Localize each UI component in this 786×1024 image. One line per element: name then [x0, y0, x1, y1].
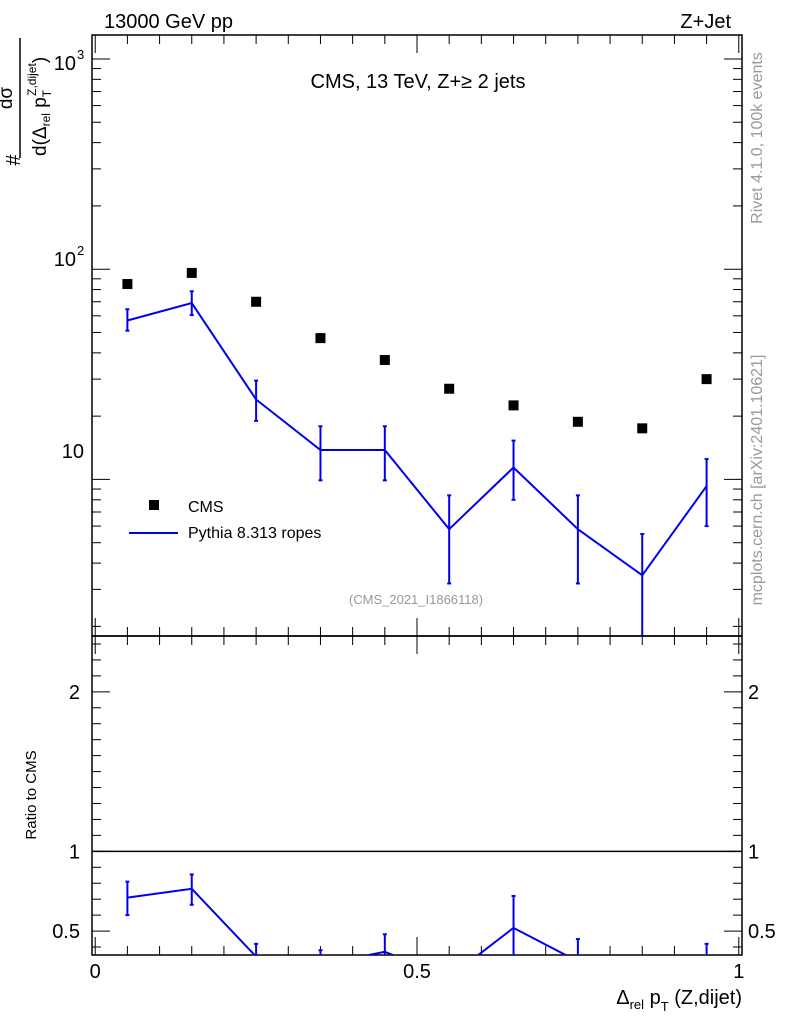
xlabel-sub: rel	[630, 997, 645, 1012]
legend: CMS Pythia 8.313 ropes	[129, 499, 321, 542]
header-left: 13000 GeV pp	[104, 11, 233, 33]
main-frame	[91, 34, 743, 637]
cms-data-point	[508, 400, 519, 411]
ylabel-den-pre: d(Δ	[30, 126, 51, 156]
ratio-plot-area	[92, 850, 742, 955]
ratio-ytick-label-left: 2	[69, 682, 80, 704]
ylabel-den-sub2: T	[40, 89, 54, 97]
xlabel-p: p	[644, 987, 661, 1009]
ratio-ytick-label-left: 1	[69, 841, 80, 863]
header-right: Z+Jet	[680, 11, 731, 33]
ylabel-den-post: )	[30, 57, 51, 63]
ratio-ytick-label-left: 0.5	[52, 921, 80, 943]
xlabel-rest: (Z,dijet)	[669, 987, 742, 1009]
ratio-ytick-label-right: 0.5	[748, 921, 776, 943]
main-plot-area	[122, 267, 712, 636]
ratio-mc-line	[127, 887, 568, 955]
rivet-label: Rivet 4.1.0, 100k events	[749, 52, 766, 224]
ylabel-den-mid: p	[30, 97, 51, 113]
xtick-label: 0.5	[403, 961, 431, 983]
ylabel-denominator: d(Δrel pTZ,dijet)	[25, 57, 54, 156]
ytick-100-exp: 2	[77, 243, 84, 258]
mcplots-label: mcplots.cern.ch [arXiv:2401.10621]	[749, 355, 766, 606]
ratio-ytick-label-right: 2	[748, 682, 759, 704]
main-ytick-label-10: 10	[62, 441, 84, 463]
ratio-ylabel: Ratio to CMS	[23, 750, 40, 839]
legend-mc-label: Pythia 8.313 ropes	[188, 525, 321, 542]
xlabel-delta: Δ	[616, 987, 629, 1009]
main-ytick-label-100: 10 2	[54, 243, 84, 271]
legend-cms-marker	[149, 500, 159, 510]
cms-data-point	[379, 354, 390, 365]
cms-data-point	[251, 296, 262, 307]
ylabel-den-sup: Z,dijet	[25, 63, 39, 96]
xtick-label: 0	[90, 961, 101, 983]
xtick-label: 1	[733, 961, 744, 983]
cms-data-point	[122, 279, 133, 290]
ytick-100-base: 10	[54, 249, 76, 271]
legend-cms-label: CMS	[188, 499, 224, 516]
cms-data-point	[572, 416, 583, 427]
cms-data-point	[701, 374, 712, 385]
ratio-axis-ticks	[92, 636, 742, 955]
cms-data-point	[444, 383, 455, 394]
cms-data-point	[186, 267, 197, 278]
ylabel-hash: #	[3, 154, 25, 166]
main-ytick-label-1000: 10 3	[54, 47, 84, 75]
chart-title: CMS, 13 TeV, Z+≥ 2 jets	[311, 71, 526, 93]
mc-series-line	[127, 301, 708, 577]
ylabel-numerator: dσ	[0, 87, 17, 110]
xlabel-sub2: T	[661, 999, 669, 1014]
main-axis-ticks	[92, 35, 742, 636]
cms-data-point	[637, 423, 648, 434]
ratio-tick-labels: 0.5 0.51 12 20 0.5 1	[52, 682, 776, 983]
ytick-10-text: 10	[62, 441, 84, 463]
ratio-frame	[91, 635, 743, 956]
ratio-ytick-label-right: 1	[748, 841, 759, 863]
cms-data-point	[315, 333, 326, 344]
x-axis-label: Δrel pT (Z,dijet)	[616, 987, 742, 1014]
main-ylabel: # dσ d(Δrel pTZ,dijet)	[0, 38, 54, 166]
ytick-1000-base: 10	[54, 53, 76, 75]
ylabel-den-sub: rel	[39, 113, 53, 126]
ytick-1000-exp: 3	[77, 47, 84, 62]
analysis-id: (CMS_2021_I1866118)	[349, 592, 483, 607]
